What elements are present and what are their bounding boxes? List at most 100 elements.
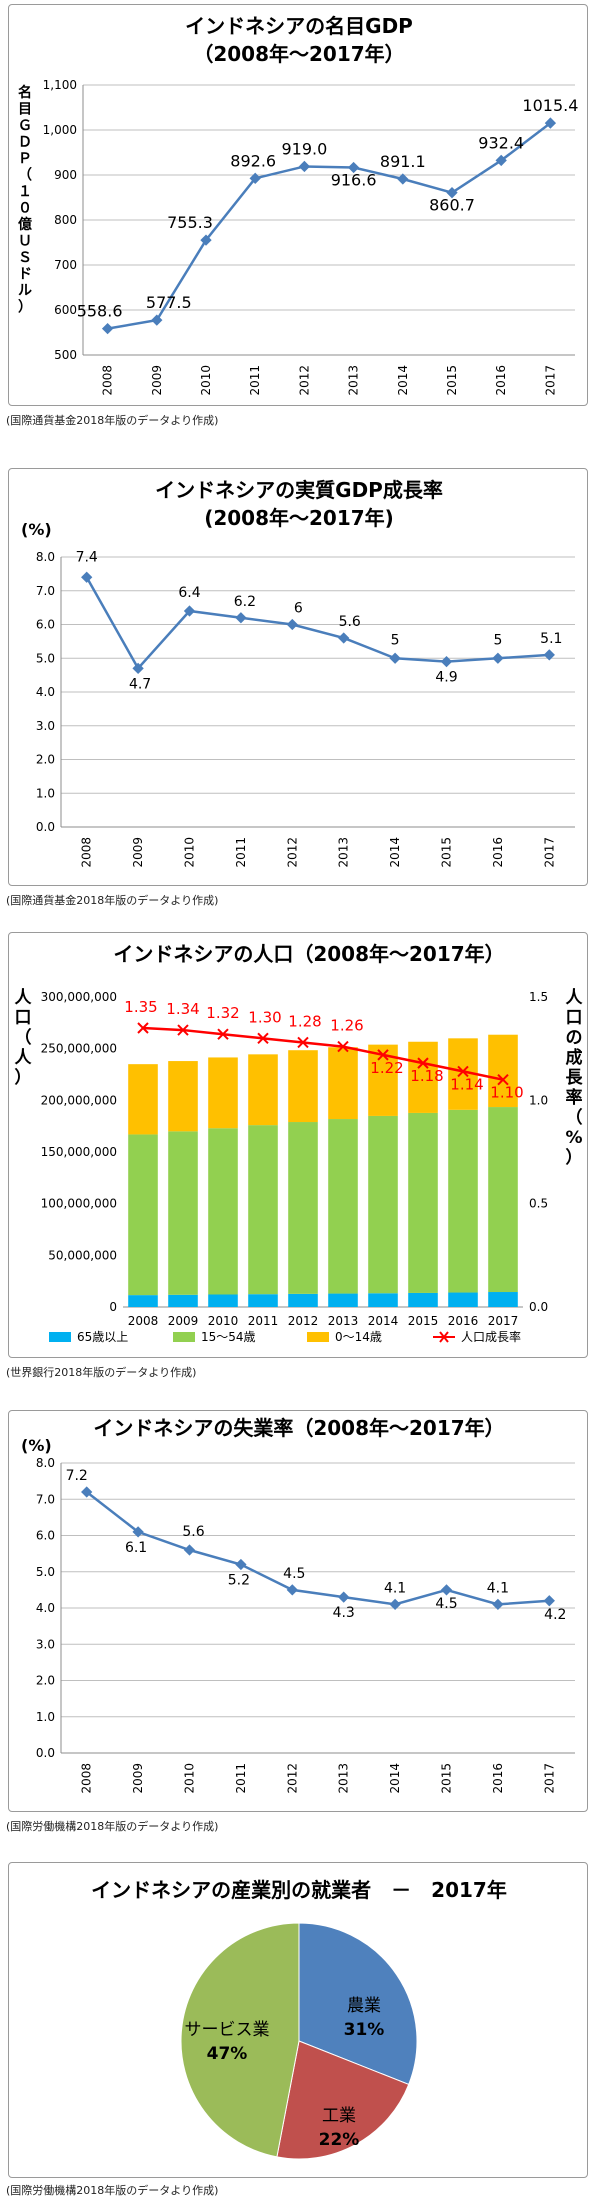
data-label: 6.2: [234, 594, 256, 610]
y-tick-label: 2.0: [36, 1674, 55, 1688]
bar-segment: [168, 1061, 198, 1132]
bar-segment: [288, 1293, 318, 1307]
x-tick-label: 2012: [285, 1763, 299, 1794]
series-line: [85, 576, 550, 671]
growth-data-label: 1.18: [410, 1067, 443, 1085]
source-note-unemployment: (国際労働機構2018年版のデータより作成): [6, 1820, 219, 1833]
y-axis-label-right-char: 率: [566, 1087, 583, 1108]
y-axis-label-char: Ｐ: [18, 151, 32, 167]
x-tick-label: 2016: [494, 365, 508, 396]
source-note-population: (世界銀行2018年版のデータより作成): [6, 1366, 197, 1379]
data-label: 5.1: [540, 631, 562, 647]
data-point: [286, 618, 298, 631]
y-axis-label-char: １: [18, 184, 32, 200]
growth-data-label: 1.14: [450, 1075, 483, 1093]
data-point: [81, 571, 93, 583]
pie-slice: [180, 1922, 300, 2158]
x-tick-label: 2013: [347, 365, 361, 396]
x-tick-label: 2008: [80, 1763, 94, 1794]
chart-title: インドネシアの実質GDP成長率: [155, 478, 443, 502]
x-tick-label: 2009: [150, 365, 164, 396]
growth-marker: [257, 1032, 269, 1045]
x-tick-label: 2012: [297, 365, 311, 396]
source-note-nominal-gdp: (国際通貨基金2018年版のデータより作成): [6, 414, 219, 427]
growth-data-label: 1.32: [206, 1004, 239, 1022]
data-point: [81, 1486, 93, 1498]
x-tick-label: 2012: [288, 1314, 319, 1328]
y-axis-label-right-char: 成: [566, 1047, 583, 1068]
y-axis-label-char: ド: [18, 267, 32, 283]
y-axis-label-right-char: 長: [566, 1068, 584, 1088]
growth-marker: [297, 1036, 309, 1049]
data-point: [492, 1598, 504, 1611]
data-point: [389, 1598, 401, 1611]
series-line: [107, 122, 552, 330]
chart-title: インドネシアの失業率（2008年～2017年）: [93, 1416, 504, 1440]
data-label: 4.5: [435, 1596, 457, 1612]
data-point: [338, 632, 350, 644]
x-tick-label: 2014: [396, 365, 410, 396]
data-point: [151, 314, 163, 326]
y-axis-label-char: 億: [18, 216, 32, 233]
growth-marker: [417, 1057, 429, 1069]
bar-segment: [208, 1057, 238, 1129]
bar-segment: [448, 1109, 478, 1293]
y-tick-label: 4.0: [36, 685, 55, 699]
x-tick-label: 2016: [448, 1314, 479, 1328]
y-axis-label-right-char: ）: [566, 1147, 583, 1168]
y-axis-label-left-char: ）: [15, 1067, 32, 1088]
y-tick-label: 7.0: [36, 584, 55, 598]
y-tick-label: 900: [54, 168, 77, 182]
x-tick-label: 2013: [328, 1314, 359, 1328]
bar-segment: [328, 1293, 358, 1307]
data-label: 4.2: [544, 1607, 566, 1623]
x-tick-label: 2010: [183, 837, 197, 868]
x-tick-label: 2013: [337, 1763, 351, 1794]
legend-marker: [439, 1331, 449, 1343]
x-tick-label: 2016: [491, 1763, 505, 1794]
chart-subtitle: (2008年～2017年): [204, 506, 394, 530]
data-point: [440, 655, 453, 668]
chart-panel-unemployment: インドネシアの失業率（2008年～2017年） 0.0 1.0 2.0 3.0 4.0 5.…: [8, 1410, 588, 1812]
data-point: [200, 234, 212, 246]
y-axis-label-right-char: の: [566, 1028, 583, 1048]
slice-value-label: 47%: [207, 2044, 248, 2064]
data-point: [495, 154, 507, 167]
legend-label: 15～54歳: [201, 1330, 256, 1344]
chart-title: インドネシアの産業別の就業者 － 2017年: [91, 1878, 507, 1902]
data-label: 577.5: [146, 293, 192, 312]
growth-marker: [457, 1065, 469, 1078]
growth-data-label: 1.22: [370, 1059, 403, 1077]
growth-data-label: 1.10: [490, 1084, 523, 1102]
y-tick-label-left: 150,000,000: [41, 1145, 117, 1159]
bar-segment: [288, 1050, 318, 1123]
y-tick-label: 800: [54, 213, 77, 227]
data-label: 916.6: [331, 171, 377, 190]
y-axis-label-left-char: 人: [15, 988, 33, 1008]
bar-segment: [208, 1294, 238, 1307]
data-point: [338, 1591, 350, 1603]
bar-segment: [408, 1292, 438, 1307]
y-tick-label: 700: [54, 258, 77, 272]
y-tick-label-right: 1.0: [529, 1093, 548, 1107]
y-axis-label-left-char: （: [15, 1027, 32, 1048]
chart-panel-population: インドネシアの人口（2008年～2017年） 0 50,000,000 100,000…: [8, 932, 588, 1358]
bar-segment: [448, 1292, 478, 1307]
y-axis-label-left-char: 口: [15, 1008, 32, 1028]
y-tick-label: 500: [54, 348, 77, 362]
data-label: 1015.4: [522, 96, 578, 115]
legend-label: 65歳以上: [77, 1330, 128, 1344]
data-label: 4.5: [283, 1566, 305, 1582]
chart-panel-real-gdp-growth: インドネシアの実質GDP成長率 (2008年～2017年) 0.0 1.0 2.0 3.0…: [8, 468, 588, 886]
bar-segment: [128, 1064, 158, 1135]
data-label: 4.9: [435, 670, 457, 686]
bar-segment: [408, 1041, 438, 1113]
x-tick-label: 2017: [488, 1314, 519, 1328]
data-point: [543, 649, 555, 661]
y-axis-label-char: （: [18, 168, 32, 184]
x-tick-label: 2011: [234, 1763, 248, 1794]
x-tick-label: 2008: [80, 837, 94, 868]
y-unit-label: (%): [21, 1436, 52, 1455]
legend-label: 0～14歳: [335, 1330, 382, 1344]
data-label: 5.2: [228, 1573, 250, 1589]
